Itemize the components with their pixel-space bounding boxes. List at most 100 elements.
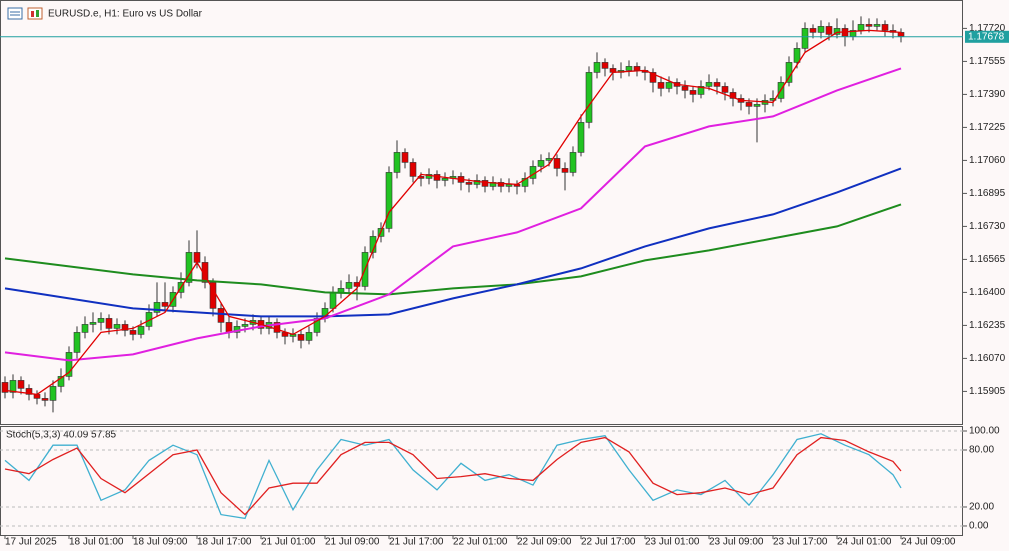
candle-body <box>153 302 161 313</box>
candle-body <box>25 388 33 395</box>
x-tick-label: 18 Jul 01:00 <box>69 537 124 548</box>
x-tick-label: 23 Jul 01:00 <box>645 537 700 548</box>
x-tick-label: 18 Jul 09:00 <box>133 537 188 548</box>
x-tick-label: 18 Jul 17:00 <box>197 537 252 548</box>
x-tick-label: 24 Jul 09:00 <box>901 537 956 548</box>
candle-body <box>537 160 545 167</box>
y-tick-label: 1.17390 <box>969 89 1006 100</box>
candle-body <box>105 318 113 329</box>
candle-body <box>353 282 361 287</box>
y-tick-label: 1.16235 <box>969 320 1006 331</box>
candle-body <box>753 104 761 107</box>
candle-body <box>393 152 401 173</box>
candle-body <box>305 332 313 341</box>
candle-body <box>433 174 441 181</box>
y-tick-label: 1.15905 <box>969 386 1006 397</box>
candle-body <box>897 32 905 37</box>
y-tick-label: 1.16070 <box>969 353 1006 364</box>
y-tick-label: 1.16730 <box>969 221 1006 232</box>
candle-body <box>201 262 209 283</box>
x-tick-label: 22 Jul 01:00 <box>453 537 508 548</box>
candle-body <box>273 322 281 333</box>
candle-body <box>801 28 809 49</box>
candle-body <box>97 318 105 323</box>
current-price-label: 1.17678 <box>968 31 1005 42</box>
candle-body <box>705 82 713 87</box>
header-icons <box>7 7 43 20</box>
x-tick-label: 23 Jul 17:00 <box>773 537 828 548</box>
candle-body <box>329 292 337 309</box>
candle-body <box>17 380 25 389</box>
indicator-line <box>4 67 902 362</box>
main-frame <box>0 0 963 425</box>
candle-body <box>745 102 753 107</box>
candle-body <box>825 26 833 35</box>
x-tick-label: 23 Jul 09:00 <box>709 537 764 548</box>
candle-body <box>73 332 81 353</box>
y-tick-label: 20.00 <box>969 502 994 513</box>
indicator-line <box>4 436 902 516</box>
x-tick-label: 22 Jul 09:00 <box>517 537 572 548</box>
candle-body <box>569 152 577 173</box>
indicator-line <box>4 203 902 296</box>
candle-body <box>161 302 169 307</box>
candle-body <box>833 28 841 35</box>
candle-body <box>809 28 817 33</box>
candle-body <box>633 66 641 71</box>
candle-body <box>713 82 721 87</box>
stoch-frame <box>0 426 963 536</box>
candle-body <box>593 62 601 73</box>
icon <box>31 11 34 17</box>
candle-body <box>729 92 737 99</box>
candle-body <box>297 334 305 341</box>
candle-body <box>401 152 409 163</box>
x-tick-label: 17 Jul 2025 <box>5 537 57 548</box>
x-tick-label: 24 Jul 01:00 <box>837 537 892 548</box>
y-tick-label: 1.16565 <box>969 254 1006 265</box>
candle-body <box>41 398 49 401</box>
candle-body <box>185 252 193 283</box>
candle-body <box>769 98 777 101</box>
candle-body <box>89 322 97 325</box>
candle-body <box>665 82 673 89</box>
x-tick-label: 21 Jul 17:00 <box>389 537 444 548</box>
candle-body <box>625 66 633 71</box>
candle-body <box>521 178 529 187</box>
chart-title: EURUSD.e, H1: Euro vs US Dollar <box>48 9 203 20</box>
icon <box>7 7 23 20</box>
y-tick-label: 1.17720 <box>969 23 1006 34</box>
candle-body <box>585 72 593 123</box>
candle-body <box>1 382 9 393</box>
candle-body <box>817 26 825 33</box>
candle-body <box>217 308 225 323</box>
candle-body <box>49 386 57 401</box>
candle-body <box>129 330 137 335</box>
candle-body <box>345 282 353 289</box>
candle-body <box>681 86 689 91</box>
candle-body <box>241 324 249 327</box>
candle-body <box>193 252 201 263</box>
y-tick-label: 1.17555 <box>969 56 1006 67</box>
candle-body <box>225 322 233 333</box>
candle-body <box>649 72 657 83</box>
candle-body <box>409 162 417 177</box>
y-tick-label: 1.16400 <box>969 287 1006 298</box>
candle-body <box>9 380 17 393</box>
candle-body <box>465 182 473 185</box>
candle-body <box>121 324 129 331</box>
candle-body <box>561 168 569 173</box>
current-price-box <box>965 30 1009 43</box>
candle-body <box>65 352 73 377</box>
x-tick-label: 22 Jul 17:00 <box>581 537 636 548</box>
candle-body <box>441 178 449 181</box>
y-tick-label: 100.00 <box>969 426 1000 437</box>
x-tick-label: 21 Jul 09:00 <box>325 537 380 548</box>
candle-body <box>337 288 345 293</box>
candle-body <box>577 122 585 153</box>
candle-body <box>657 82 665 89</box>
candle-body <box>721 86 729 93</box>
candle-body <box>785 62 793 83</box>
candle-body <box>505 184 513 187</box>
y-tick-label: 1.16895 <box>969 188 1006 199</box>
